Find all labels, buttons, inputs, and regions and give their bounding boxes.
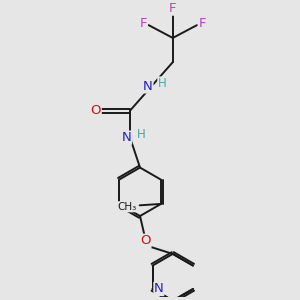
Text: F: F <box>198 17 206 30</box>
Text: O: O <box>91 104 101 117</box>
Text: H: H <box>136 128 145 141</box>
Text: O: O <box>140 234 151 247</box>
Text: N: N <box>143 80 153 93</box>
Text: F: F <box>169 2 176 15</box>
Text: N: N <box>154 283 164 296</box>
Text: H: H <box>158 77 167 90</box>
Text: N: N <box>122 131 131 144</box>
Text: F: F <box>140 17 147 30</box>
Text: CH₃: CH₃ <box>117 202 136 212</box>
